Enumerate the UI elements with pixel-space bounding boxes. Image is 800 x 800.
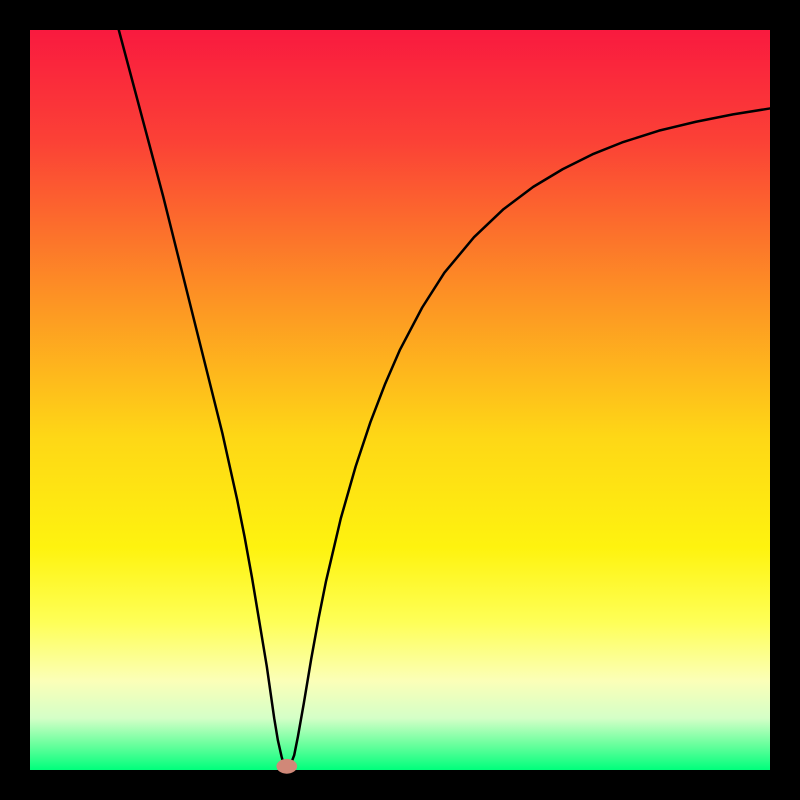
plot-background	[30, 30, 770, 770]
bottleneck-chart	[0, 0, 800, 800]
chart-container: TheBottleneck.com	[0, 0, 800, 800]
optimal-point-marker	[276, 759, 297, 774]
